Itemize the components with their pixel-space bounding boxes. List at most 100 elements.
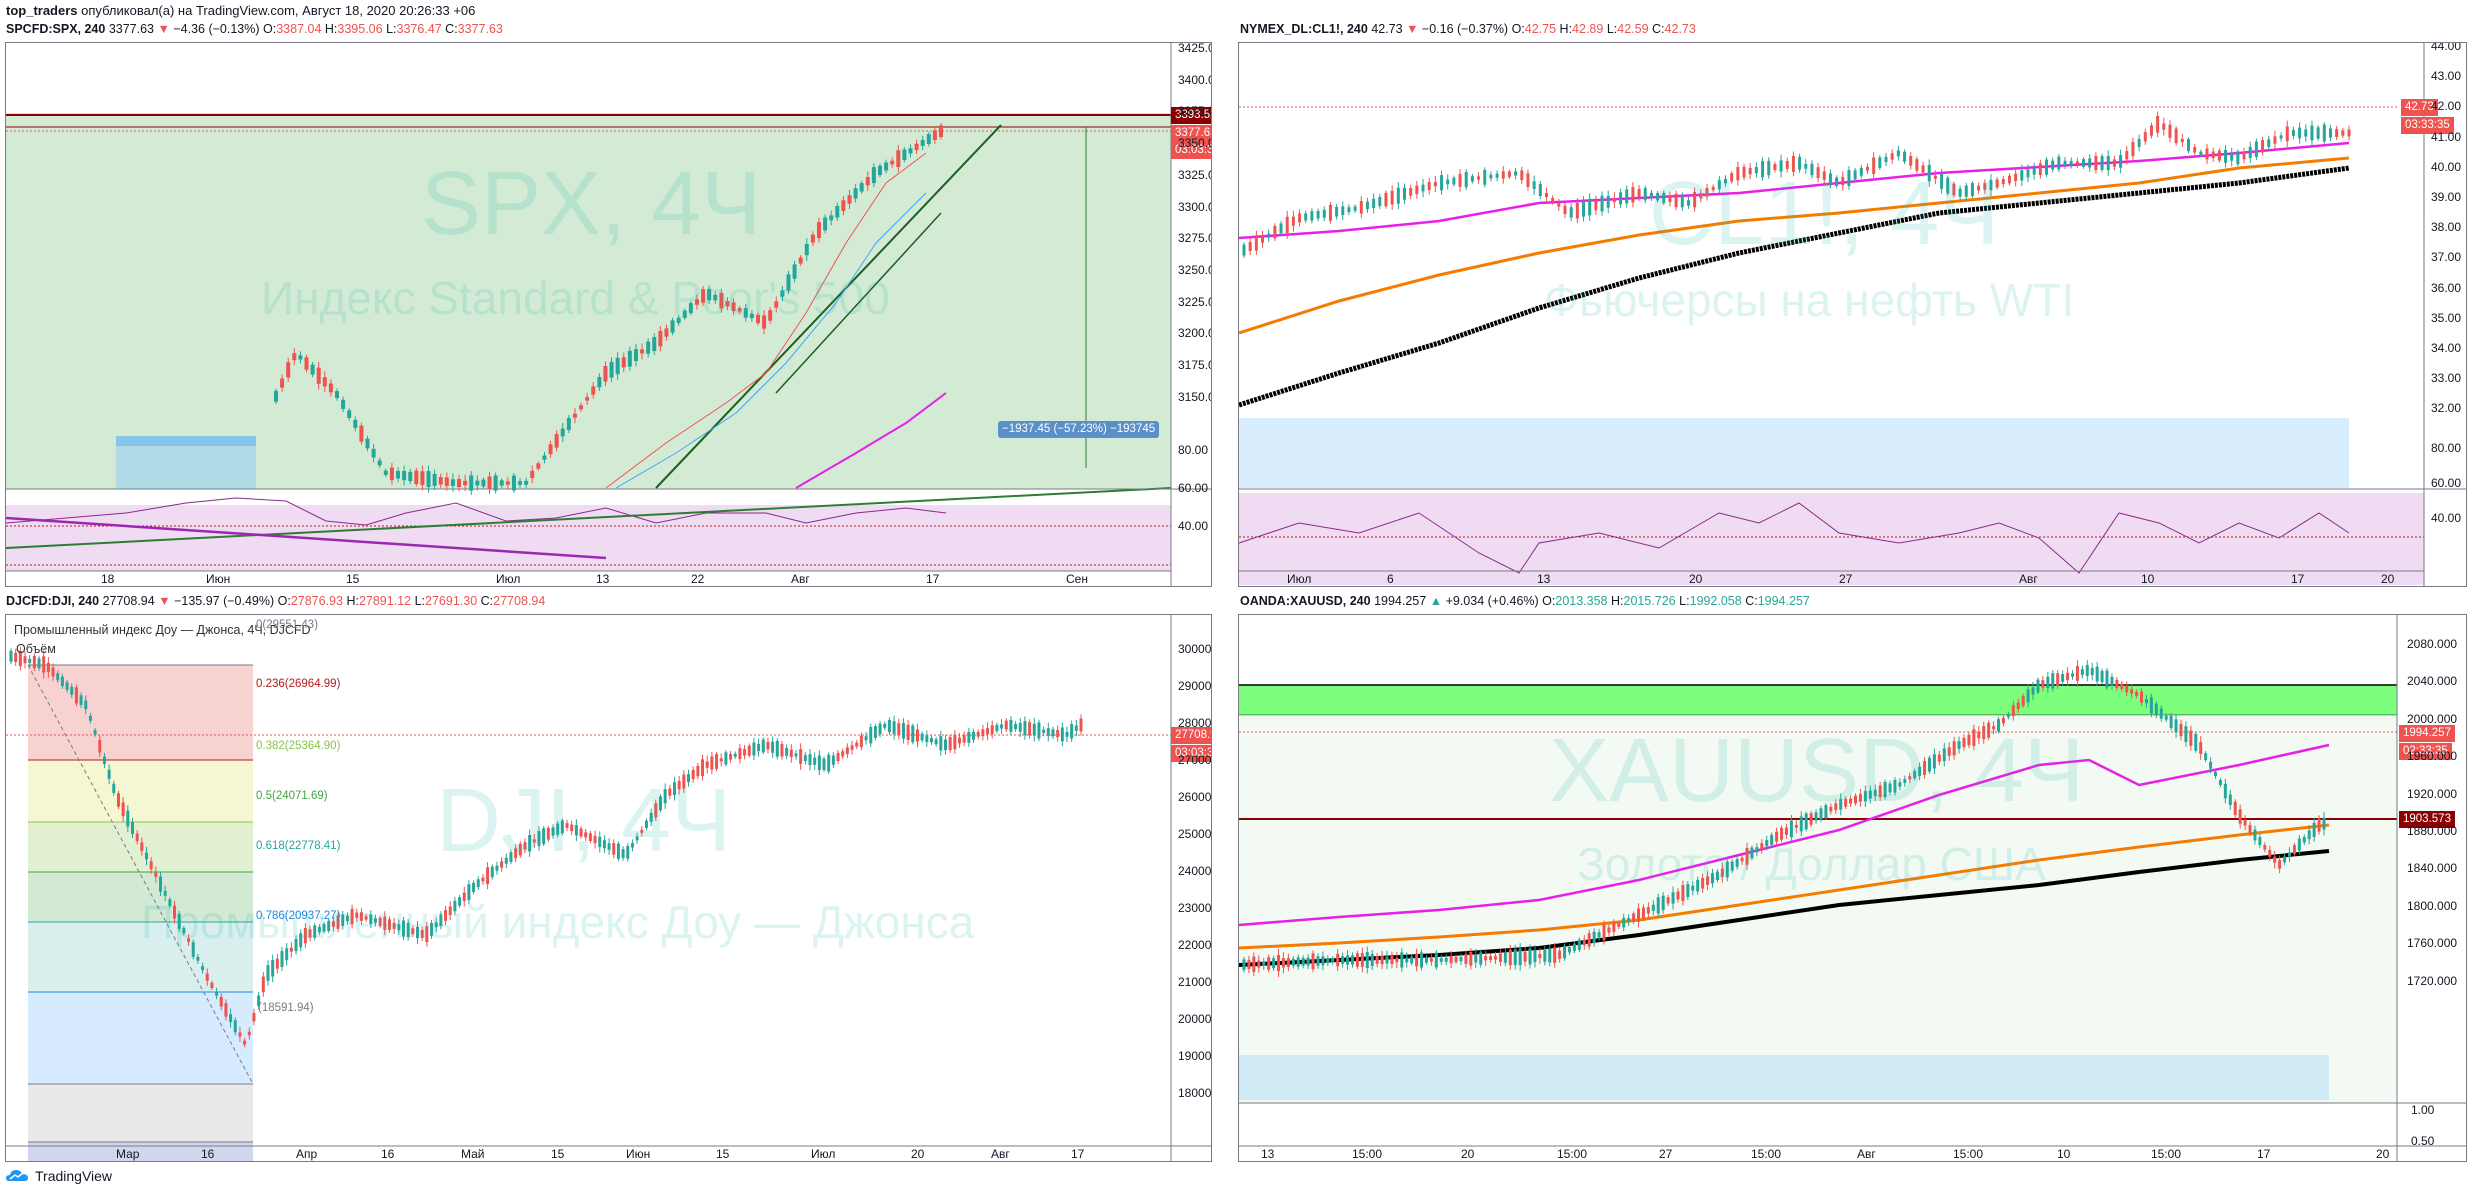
symbol-label[interactable]: OANDA:XAUUSD, 240 bbox=[1240, 594, 1371, 608]
chart-panel-dji[interactable]: Промышленный индекс Доу — Джонса, 4Ч, DJ… bbox=[5, 614, 1212, 1162]
axis-tick-label: 35.00 bbox=[2431, 310, 2462, 325]
open-value: 2013.358 bbox=[1555, 594, 1608, 608]
axis-tick-label: 34.00 bbox=[2431, 341, 2462, 355]
brand-text: TradingView bbox=[35, 1168, 113, 1184]
axis-tick-label: 3225.00 bbox=[1178, 294, 1211, 309]
axis-tick-label: 1840.000 bbox=[2407, 861, 2458, 876]
high-label: H: bbox=[1611, 594, 1624, 608]
symbol-label[interactable]: SPCFD:SPX, 240 bbox=[6, 22, 106, 36]
time-tick-label: 17 bbox=[2257, 1147, 2271, 1161]
axis-tick-label: 3275.00 bbox=[1178, 231, 1211, 246]
low-value: 27691.30 bbox=[425, 594, 478, 608]
time-tick-label: 15:00 bbox=[1953, 1147, 1984, 1161]
axis-tick-label: 37.00 bbox=[2431, 250, 2462, 265]
time-tick-label: 15:00 bbox=[1751, 1147, 1782, 1161]
close-label: C: bbox=[445, 22, 458, 36]
axis-tick-label: 60.00 bbox=[1178, 481, 1209, 495]
change-value: −0.16 (−0.37%) bbox=[1421, 22, 1509, 36]
symbol-label[interactable]: DJCFD:DJI, 240 bbox=[6, 594, 100, 608]
time-tick-label: 18 bbox=[101, 572, 115, 586]
last-price: 42.73 bbox=[1371, 22, 1403, 36]
axis-tick-label: 25000.00 bbox=[1178, 827, 1212, 841]
time-tick-label: 16 bbox=[201, 1147, 215, 1161]
chart-panel-spx[interactable]: SPX, 4Ч Индекс Standard & Poor's 500 339… bbox=[5, 42, 1212, 587]
change-value: −4.36 (−0.13%) bbox=[173, 22, 260, 36]
axis-tick-label: 44.00 bbox=[2431, 42, 2462, 53]
axis-tick-label: 1880.000 bbox=[2407, 824, 2458, 838]
axis-tick-label: 1760.000 bbox=[2407, 936, 2458, 951]
xau-canvas bbox=[1239, 615, 2466, 1161]
legend-dji: DJCFD:DJI, 240 27708.94 ▼ −135.97 (−0.49… bbox=[6, 594, 545, 608]
timer-badge: 03:03:35 bbox=[1171, 745, 1211, 762]
time-tick-label: 10 bbox=[2141, 572, 2155, 586]
fib-level-label: 0(29551.43) bbox=[256, 619, 319, 631]
publish-info: опубликовал(а) на TradingView.com, Авгус… bbox=[81, 3, 476, 18]
time-tick-label: Авг bbox=[991, 1147, 1010, 1161]
axis-tick-label: 3150.00 bbox=[1178, 389, 1211, 404]
time-tick-label: Июн bbox=[626, 1147, 651, 1161]
axis-tick-label: 43.00 bbox=[2431, 69, 2462, 84]
price-badge: 1994.257 bbox=[2399, 725, 2455, 742]
open-label: O: bbox=[1542, 594, 1556, 608]
axis-tick-label: 30000.00 bbox=[1178, 642, 1212, 656]
time-tick-label: 10 bbox=[2057, 1147, 2071, 1161]
price-badge: 3377.63 bbox=[1171, 125, 1211, 142]
axis-tick-label: 39.00 bbox=[2431, 190, 2462, 204]
time-tick-label: Июл bbox=[811, 1147, 836, 1161]
time-tick-label: Июл bbox=[496, 572, 521, 586]
time-tick-label: 13 bbox=[1537, 572, 1551, 586]
chart-panel-cl[interactable]: CL1!, 4Ч Фьючерсы на нефть WTI 42.73 03:… bbox=[1238, 42, 2467, 587]
low-value: 42.59 bbox=[1617, 22, 1649, 36]
time-tick-label: 27 bbox=[1839, 572, 1853, 586]
last-price: 3377.63 bbox=[108, 22, 155, 36]
timer-badge: 03:33:35 bbox=[2401, 117, 2454, 134]
time-tick-label: Май bbox=[461, 1147, 485, 1161]
volume-label[interactable]: Объём bbox=[16, 642, 56, 656]
chart-panel-xau[interactable]: XAUUSD, 4Ч Золото / Доллар США 1994.257 … bbox=[1238, 614, 2467, 1162]
open-label: O: bbox=[277, 594, 291, 608]
time-tick-label: 16 bbox=[381, 1147, 395, 1161]
time-tick-label: Авг bbox=[791, 572, 810, 586]
close-value: 1994.257 bbox=[1757, 594, 1810, 608]
time-tick-label: 17 bbox=[2291, 572, 2305, 586]
axis-tick-label: 1800.000 bbox=[2407, 898, 2458, 913]
axis-tick-label: 19000.00 bbox=[1178, 1049, 1212, 1063]
time-tick-label: Апр bbox=[296, 1147, 318, 1161]
axis-tick-label: 0.50 bbox=[2411, 1134, 2435, 1148]
high-label: H: bbox=[324, 22, 338, 36]
time-tick-label: 15:00 bbox=[1352, 1147, 1383, 1161]
timer-badge: 03:03:35 bbox=[1171, 142, 1211, 159]
close-value: 3377.63 bbox=[457, 22, 503, 36]
watermark-title: CL1!, 4Ч bbox=[1649, 164, 2000, 264]
axis-tick-label: 21000.00 bbox=[1178, 975, 1212, 989]
axis-tick-label: 1720.000 bbox=[2407, 973, 2458, 988]
cloud-icon bbox=[6, 1170, 28, 1181]
time-tick-label: 15 bbox=[551, 1147, 565, 1161]
time-tick-label: 13 bbox=[596, 572, 610, 586]
close-value: 27708.94 bbox=[493, 594, 546, 608]
high-label: H: bbox=[346, 594, 359, 608]
axis-tick-label: 23000.00 bbox=[1178, 901, 1212, 915]
axis-tick-label: 3250.00 bbox=[1178, 262, 1211, 277]
axis-tick-label: 40.00 bbox=[2431, 511, 2462, 525]
watermark-title: SPX, 4Ч bbox=[421, 154, 762, 254]
tradingview-logo[interactable]: TradingView bbox=[6, 1168, 112, 1184]
time-tick-label: 15:00 bbox=[1557, 1147, 1588, 1161]
high-value: 27891.12 bbox=[358, 594, 412, 608]
low-label: L: bbox=[414, 594, 426, 608]
legend-spx: SPCFD:SPX, 240 3377.63 ▼ −4.36 (−0.13%) … bbox=[6, 22, 503, 36]
down-arrow-icon: ▼ bbox=[158, 594, 171, 608]
open-value: 3387.04 bbox=[276, 22, 322, 36]
low-label: L: bbox=[1606, 22, 1618, 36]
symbol-label[interactable]: NYMEX_DL:CL1!, 240 bbox=[1240, 22, 1368, 36]
low-value: 3376.47 bbox=[396, 22, 442, 36]
change-value: −135.97 (−0.49%) bbox=[174, 594, 275, 608]
axis-tick-label: 3350.00 bbox=[1178, 136, 1211, 151]
axis-tick-label: 3325.00 bbox=[1178, 167, 1211, 182]
author-name[interactable]: top_traders bbox=[6, 3, 78, 18]
axis-tick-label: 1.00 bbox=[2411, 1103, 2435, 1117]
time-tick-label: 6 bbox=[1387, 572, 1394, 586]
axis-tick-label: 2040.000 bbox=[2407, 674, 2458, 689]
up-arrow-icon: ▲ bbox=[1429, 594, 1443, 608]
down-arrow-icon: ▼ bbox=[157, 22, 170, 36]
